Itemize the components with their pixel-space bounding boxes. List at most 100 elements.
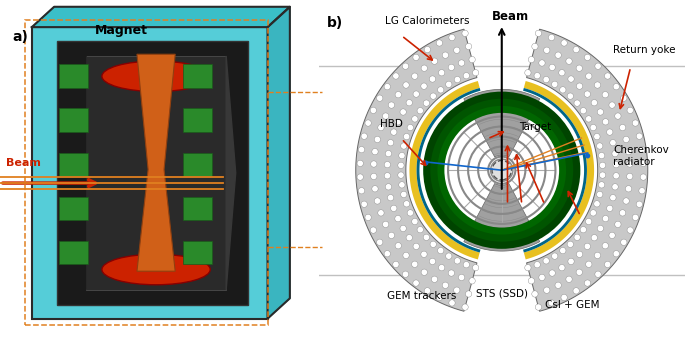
Polygon shape (32, 7, 290, 27)
Circle shape (406, 100, 412, 106)
Polygon shape (464, 183, 540, 251)
Circle shape (436, 40, 443, 46)
Circle shape (446, 81, 452, 87)
Circle shape (636, 201, 643, 207)
Circle shape (449, 300, 455, 306)
Circle shape (576, 251, 583, 257)
Circle shape (453, 287, 460, 293)
Polygon shape (416, 88, 480, 253)
Circle shape (403, 252, 409, 259)
Circle shape (395, 243, 401, 249)
FancyBboxPatch shape (32, 27, 268, 319)
Text: Beam: Beam (492, 10, 529, 23)
Circle shape (446, 253, 452, 259)
Circle shape (599, 182, 605, 188)
Circle shape (365, 120, 371, 126)
Circle shape (535, 304, 542, 310)
Circle shape (586, 218, 592, 225)
Text: CsI + GEM: CsI + GEM (545, 300, 599, 310)
FancyBboxPatch shape (59, 108, 88, 132)
Circle shape (597, 143, 603, 149)
Circle shape (532, 43, 538, 49)
Circle shape (473, 69, 479, 76)
Circle shape (528, 278, 534, 284)
Circle shape (595, 271, 601, 277)
Circle shape (423, 234, 429, 240)
Circle shape (388, 232, 395, 239)
Circle shape (395, 216, 401, 222)
Circle shape (371, 173, 377, 180)
Circle shape (357, 160, 363, 166)
Circle shape (382, 113, 389, 119)
Text: Target: Target (519, 122, 551, 132)
Circle shape (399, 182, 405, 188)
Circle shape (595, 63, 601, 69)
FancyBboxPatch shape (59, 241, 88, 264)
Circle shape (586, 116, 592, 122)
Circle shape (398, 172, 404, 178)
Circle shape (469, 278, 475, 284)
Circle shape (602, 243, 608, 249)
Circle shape (395, 119, 401, 125)
FancyBboxPatch shape (183, 108, 212, 132)
Circle shape (568, 76, 574, 82)
Circle shape (539, 274, 545, 281)
Circle shape (400, 109, 406, 115)
Circle shape (398, 162, 404, 168)
Circle shape (591, 235, 597, 241)
Circle shape (613, 161, 619, 168)
Polygon shape (524, 81, 594, 259)
Circle shape (619, 210, 625, 216)
Circle shape (393, 73, 399, 79)
Circle shape (613, 173, 619, 179)
Circle shape (458, 60, 464, 66)
Circle shape (535, 30, 542, 37)
Circle shape (377, 95, 383, 101)
Circle shape (361, 133, 367, 139)
Circle shape (584, 54, 590, 61)
Circle shape (625, 186, 632, 192)
Circle shape (566, 58, 572, 64)
Circle shape (599, 153, 605, 159)
Circle shape (602, 92, 608, 98)
Polygon shape (356, 29, 477, 311)
Circle shape (372, 186, 378, 192)
Circle shape (448, 64, 455, 71)
Circle shape (393, 261, 399, 267)
Circle shape (574, 234, 580, 240)
Circle shape (412, 218, 418, 225)
Circle shape (463, 262, 469, 268)
Circle shape (640, 160, 647, 166)
Polygon shape (527, 29, 648, 311)
Circle shape (424, 288, 430, 294)
Circle shape (378, 124, 384, 131)
Circle shape (417, 226, 423, 233)
Polygon shape (268, 7, 290, 319)
Circle shape (413, 280, 419, 286)
Circle shape (395, 92, 401, 98)
Circle shape (374, 136, 381, 143)
Circle shape (559, 69, 565, 76)
Circle shape (454, 258, 460, 264)
Circle shape (573, 46, 580, 53)
Circle shape (463, 73, 469, 79)
Circle shape (388, 102, 395, 108)
Circle shape (370, 107, 377, 114)
Circle shape (573, 288, 580, 294)
Circle shape (403, 134, 410, 140)
Circle shape (609, 102, 615, 108)
Circle shape (378, 210, 384, 216)
Polygon shape (137, 54, 175, 271)
FancyBboxPatch shape (59, 64, 88, 88)
Circle shape (473, 264, 479, 271)
Circle shape (551, 81, 558, 87)
Circle shape (543, 76, 549, 83)
Circle shape (597, 191, 603, 198)
Circle shape (610, 140, 616, 146)
Circle shape (586, 261, 592, 267)
Circle shape (574, 100, 580, 106)
Circle shape (403, 82, 409, 88)
Polygon shape (410, 81, 480, 259)
Circle shape (458, 274, 464, 281)
Circle shape (568, 258, 574, 264)
